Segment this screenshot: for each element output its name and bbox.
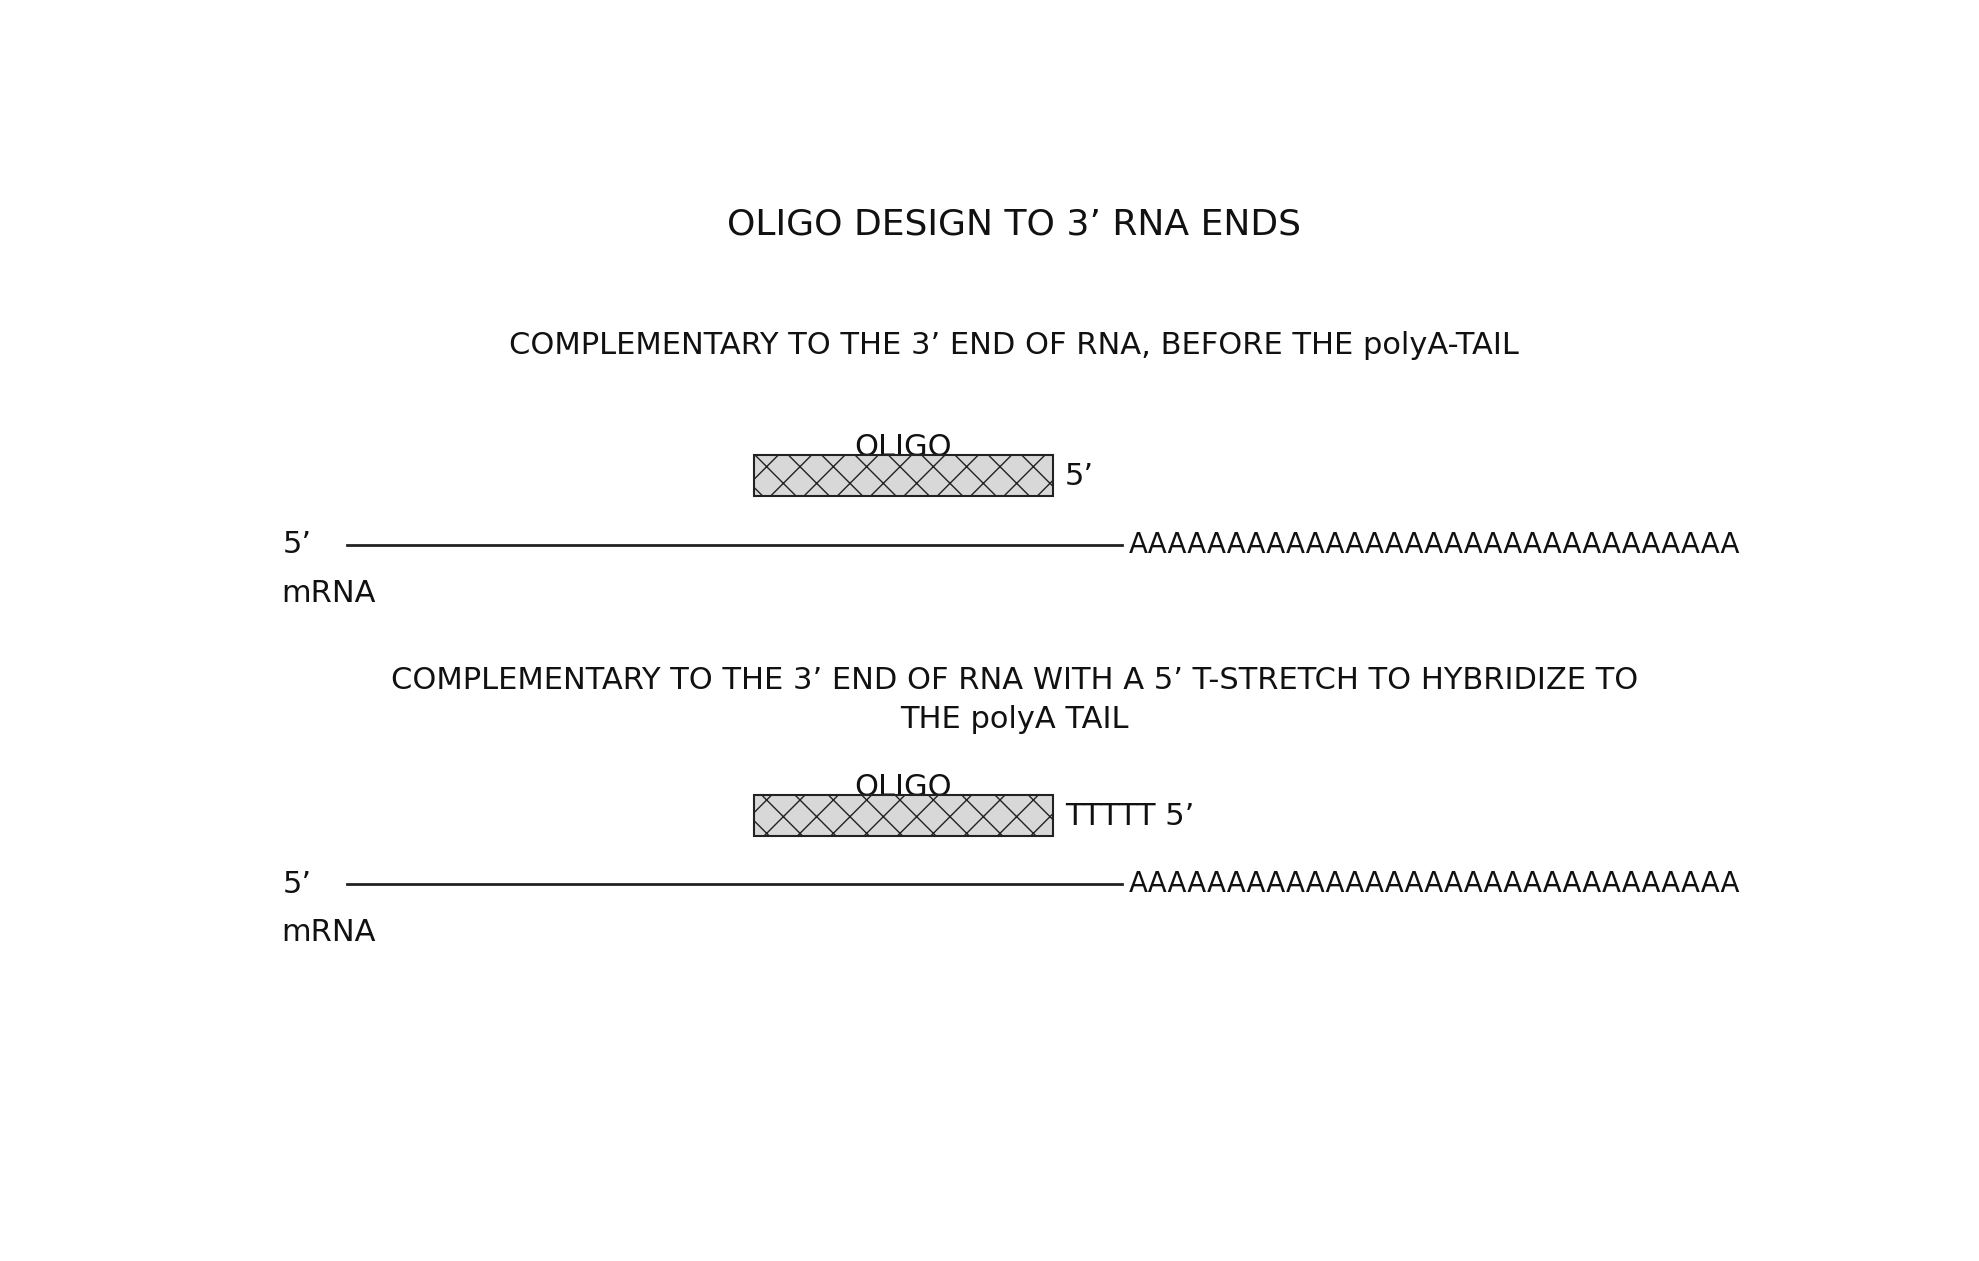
Text: AAAAAAAAAAAAAAAAAAAAAAAAAAAAAAA: AAAAAAAAAAAAAAAAAAAAAAAAAAAAAAA [1130, 870, 1742, 898]
Text: COMPLEMENTARY TO THE 3’ END OF RNA, BEFORE THE polyA-TAIL: COMPLEMENTARY TO THE 3’ END OF RNA, BEFO… [509, 332, 1520, 359]
Bar [754, 455, 1053, 496]
Text: 5’: 5’ [283, 530, 313, 559]
Text: mRNA: mRNA [281, 579, 376, 608]
Text: OLIGO: OLIGO [855, 773, 952, 802]
Text: 5’: 5’ [283, 870, 313, 899]
Bar [754, 796, 1053, 836]
Text: mRNA: mRNA [281, 918, 376, 947]
Text: THE polyA TAIL: THE polyA TAIL [900, 705, 1128, 734]
Text: AAAAAAAAAAAAAAAAAAAAAAAAAAAAAAA: AAAAAAAAAAAAAAAAAAAAAAAAAAAAAAA [1130, 531, 1742, 559]
Text: TTTTT 5’: TTTTT 5’ [1065, 802, 1193, 831]
Text: OLIGO DESIGN TO 3’ RNA ENDS: OLIGO DESIGN TO 3’ RNA ENDS [726, 207, 1302, 241]
Text: 5’: 5’ [1065, 462, 1094, 491]
Text: COMPLEMENTARY TO THE 3’ END OF RNA WITH A 5’ T-STRETCH TO HYBRIDIZE TO: COMPLEMENTARY TO THE 3’ END OF RNA WITH … [390, 666, 1639, 695]
Text: OLIGO: OLIGO [855, 433, 952, 462]
